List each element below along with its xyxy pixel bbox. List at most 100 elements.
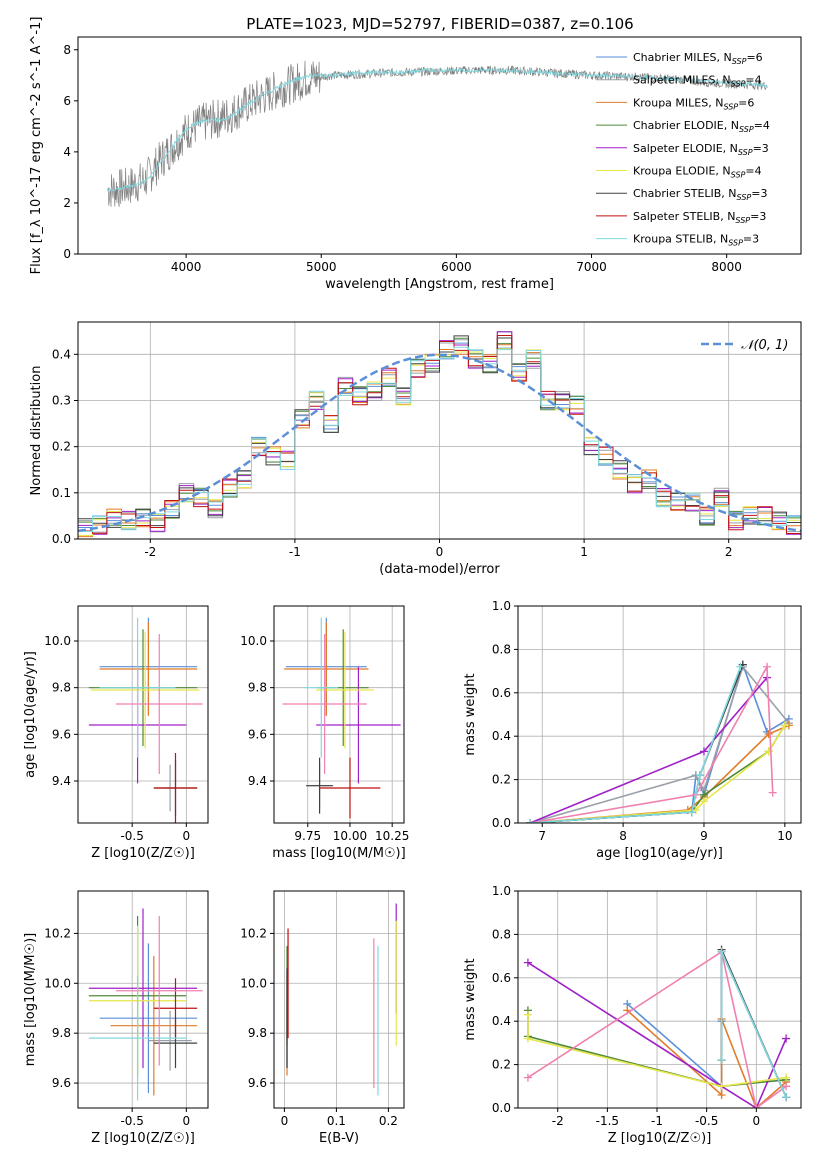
weight-series-5: [527, 1014, 787, 1088]
axes-frame: [77, 36, 802, 255]
weight-series-7: [527, 950, 787, 1108]
legend-label: Kroupa ELODIE, NSSP=4: [633, 165, 762, 180]
weight-marker: [752, 1104, 761, 1108]
x-axis-label: Z [log10(Z/Z☉)]: [608, 1131, 712, 1146]
y-tick-label: 10.0: [44, 976, 71, 990]
weight-marker: [768, 788, 777, 797]
weight-marker: [782, 1034, 791, 1043]
y-tick-label: 9.6: [248, 727, 267, 741]
legend-subscript: SSP: [735, 216, 750, 225]
x-tick-label: 7: [538, 829, 546, 843]
residual-hist-8: [78, 346, 801, 532]
weight-marker: [523, 958, 532, 967]
y-tick-label: 0.4: [492, 1014, 511, 1028]
y-tick-label: 9.8: [248, 1026, 267, 1040]
legend-value: =6: [738, 96, 754, 109]
y-axis-label: mass weight: [463, 958, 478, 1040]
y-tick-label: 10.0: [240, 634, 267, 648]
weight-series-2: [530, 724, 790, 823]
error-bar-point: [316, 666, 401, 784]
error-bar-point: [88, 908, 198, 1069]
y-tick-label: 9.6: [248, 1076, 267, 1090]
y-tick-label: 10.2: [240, 926, 267, 940]
error-bar-point: [304, 617, 339, 758]
legend-label: Salpeter STELIB, NSSP=3: [633, 210, 766, 225]
plot-area: [282, 617, 401, 819]
y-tick-label: 0.8: [492, 927, 511, 941]
weight-marker: [763, 662, 772, 671]
legend-subscript: SSP: [739, 125, 754, 134]
weight-marker: [523, 1034, 532, 1043]
axes-frame: [77, 321, 802, 540]
x-axis-label: (data-model)/error: [379, 562, 500, 577]
y-tick-label: 0.8: [492, 642, 511, 656]
chart-weight_vs_age: 7 8 9 10 0.0 0.2 0.4 0.6 0.8 1.0 age [log10(age/yr…: [463, 599, 802, 861]
weight-marker: [717, 947, 726, 956]
y-tick-label: 0.0: [52, 532, 71, 546]
weight-marker: [695, 771, 704, 780]
error-bar-point: [153, 753, 198, 823]
y-tick-label: 0.2: [52, 440, 71, 454]
chart-age_vs_mass: 9.75 10.00 10.25 9.4 9.6 9.8 10.0 mass [log10(M…: [240, 605, 409, 861]
y-tick-label: 0.4: [492, 729, 511, 743]
error-bar-point: [99, 622, 198, 716]
legend-value: =4: [754, 119, 770, 132]
x-tick-label: -0.5: [695, 1114, 718, 1128]
plot-area: [88, 908, 203, 1101]
x-tick-label: -0.5: [120, 1114, 143, 1128]
legend-label: Kroupa MILES, NSSP=6: [633, 96, 754, 111]
figure-title: PLATE=1023, MJD=52797, FIBERID=0387, z=0…: [246, 15, 633, 33]
x-tick-label: -0.5: [120, 829, 143, 843]
error-bar-point: [115, 634, 203, 774]
x-tick-label: 0: [183, 829, 191, 843]
legend-label: Chabrier ELODIE, NSSP=4: [633, 119, 770, 134]
y-tick-label: 0.2: [492, 1058, 511, 1072]
x-axis-label: wavelength [Angstrom, rest frame]: [325, 277, 554, 292]
y-tick-label: 10.0: [44, 634, 71, 648]
error-bar-point: [306, 757, 334, 814]
spectrum-series-0: [107, 60, 768, 207]
spectrum-series-1: [107, 66, 768, 192]
x-tick-label: 8000: [711, 260, 742, 274]
weight-series-8: [720, 951, 787, 1098]
y-tick-label: 0.1: [52, 486, 71, 500]
x-tick-label: 0: [436, 545, 444, 559]
x-tick-label: 10: [777, 829, 792, 843]
weight-series-0: [530, 662, 790, 823]
y-tick-label: 0.2: [492, 773, 511, 787]
legend-label: Kroupa STELIB, NSSP=3: [633, 233, 759, 248]
x-tick-label: 1: [580, 545, 588, 559]
y-tick-label: 1.0: [492, 599, 511, 613]
x-tick-label: -1.5: [596, 1114, 619, 1128]
axes-frame: [273, 890, 405, 1109]
error-bar-point: [284, 622, 369, 716]
axes-frame: [517, 890, 802, 1109]
y-axis-label: Flux [f_λ 10^-17 erg cm^-2 s^-1 A^-1]: [29, 17, 44, 275]
y-tick-label: 0.4: [52, 347, 71, 361]
legend-value: =6: [746, 51, 762, 64]
residual-hist-7: [78, 335, 801, 534]
error-bar-point: [115, 915, 203, 1066]
error-bar-point: [88, 975, 187, 1101]
x-tick-label: -1: [651, 1114, 663, 1128]
plot-area: [286, 903, 397, 1096]
error-bar-point: [110, 955, 198, 1096]
legend-value: =3: [753, 142, 769, 155]
weight-marker: [782, 1082, 791, 1091]
x-tick-label: 9: [700, 829, 708, 843]
weight-marker: [691, 805, 700, 814]
error-bar-point: [148, 1010, 192, 1071]
x-tick-label: 0: [752, 1114, 760, 1128]
weight-marker: [523, 1073, 532, 1082]
weight-marker: [782, 1073, 791, 1082]
weight-marker: [780, 721, 789, 730]
weight-marker: [523, 1010, 532, 1019]
plot-area: [526, 660, 793, 823]
legend-label: Chabrier STELIB, NSSP=3: [633, 187, 767, 202]
x-tick-label: 2: [725, 545, 733, 559]
error-bar-point: [316, 631, 374, 749]
y-tick-label: 9.6: [52, 1076, 71, 1090]
weight-marker: [717, 1056, 726, 1065]
